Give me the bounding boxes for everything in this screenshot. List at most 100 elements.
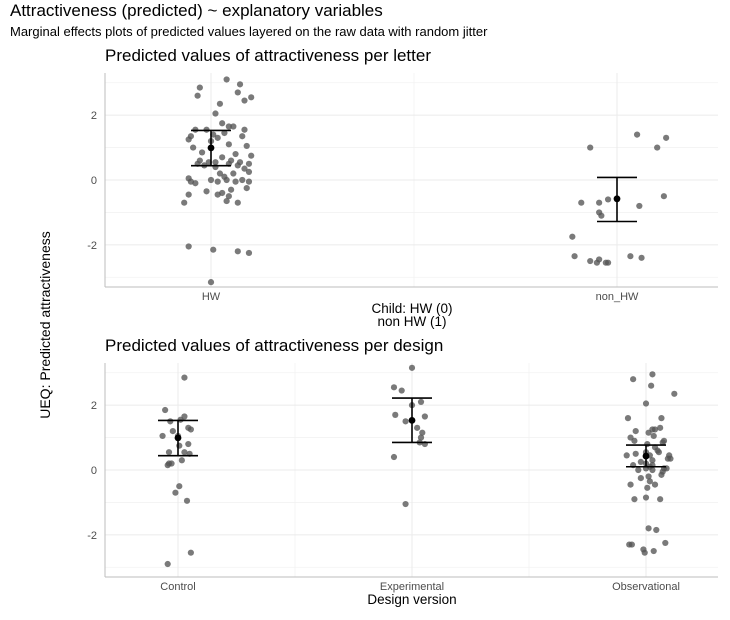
data-point [657, 424, 664, 431]
data-point [167, 418, 174, 425]
data-point [569, 233, 576, 240]
data-point [662, 539, 669, 547]
x-tick-label: Experimental [380, 581, 444, 593]
data-point [651, 426, 659, 433]
data-point [245, 178, 253, 185]
data-point [642, 400, 650, 407]
data-point [596, 199, 603, 206]
data-point [216, 170, 224, 177]
data-point [646, 478, 653, 485]
data-point [645, 525, 652, 532]
data-point [632, 450, 639, 457]
x-axis-title-letter-line1: Child: HW (0) [371, 301, 453, 316]
data-point [390, 384, 398, 391]
predicted-point [613, 195, 621, 203]
data-point [207, 176, 215, 184]
data-point [214, 191, 221, 198]
data-point [645, 473, 652, 480]
data-point [659, 468, 666, 475]
data-point [663, 134, 670, 141]
data-point [203, 188, 210, 195]
data-point [419, 429, 426, 436]
data-point [214, 178, 221, 185]
data-point [593, 259, 601, 266]
panel-title-letter: Predicted values of attractiveness per l… [105, 46, 431, 65]
panel-title-design: Predicted values of attractiveness per d… [105, 336, 444, 355]
data-point [417, 434, 425, 441]
data-point [414, 424, 421, 431]
data-point [162, 406, 169, 414]
predicted-point [207, 144, 215, 152]
data-point [627, 253, 634, 260]
data-point [417, 398, 425, 406]
data-point [232, 150, 239, 158]
data-point [225, 193, 232, 200]
data-point [624, 415, 632, 422]
data-point [587, 144, 594, 151]
data-point [578, 199, 585, 206]
data-point [181, 449, 188, 456]
data-point [653, 526, 660, 534]
y-tick-label: 2 [91, 110, 97, 122]
data-point [185, 136, 192, 143]
data-point [630, 376, 637, 383]
data-point [164, 560, 171, 568]
data-point [230, 170, 237, 177]
data-point [172, 489, 179, 496]
data-point [243, 185, 250, 192]
data-point [234, 162, 241, 169]
data-point [194, 92, 201, 99]
y-tick-label: 0 [91, 465, 97, 477]
data-point [223, 76, 230, 83]
data-point [650, 547, 657, 555]
data-point [637, 458, 644, 465]
data-point [390, 453, 398, 461]
x-axis-title-design: Design version [367, 592, 457, 607]
data-point [196, 84, 203, 91]
data-point [234, 89, 241, 96]
data-point [223, 176, 230, 184]
data-point [623, 452, 630, 459]
data-point [223, 197, 230, 205]
predicted-point [642, 452, 650, 460]
data-point [642, 494, 650, 501]
data-point [633, 131, 641, 138]
data-point [660, 193, 667, 200]
data-point [421, 413, 428, 420]
data-point [225, 141, 232, 148]
data-point [667, 455, 674, 462]
data-point [210, 246, 217, 253]
data-point [671, 390, 678, 397]
data-point [245, 168, 253, 175]
data-point [631, 496, 638, 503]
data-point [236, 81, 244, 88]
data-point [587, 257, 594, 265]
data-point [181, 199, 188, 206]
data-point [234, 199, 241, 206]
x-tick-label: Observational [612, 581, 680, 593]
data-point [176, 483, 183, 490]
predicted-point [408, 416, 416, 424]
y-tick-label: 2 [91, 400, 97, 412]
data-point [604, 196, 612, 203]
data-point [248, 94, 255, 101]
data-point [187, 178, 195, 185]
data-point [207, 279, 215, 286]
data-point [627, 434, 634, 441]
data-point [187, 549, 194, 556]
data-point [212, 110, 219, 117]
data-point [245, 160, 253, 167]
data-point [628, 541, 635, 548]
data-point [651, 481, 659, 488]
data-point [650, 432, 657, 440]
data-point [185, 243, 192, 250]
data-point [159, 432, 166, 440]
data-point [239, 176, 246, 184]
main-title: Attractiveness (predicted) ~ explanatory… [10, 1, 383, 20]
data-point [245, 249, 253, 257]
data-point [655, 449, 662, 456]
data-point [598, 212, 605, 219]
data-point [248, 152, 255, 159]
data-point [571, 253, 578, 260]
data-point [632, 427, 639, 435]
